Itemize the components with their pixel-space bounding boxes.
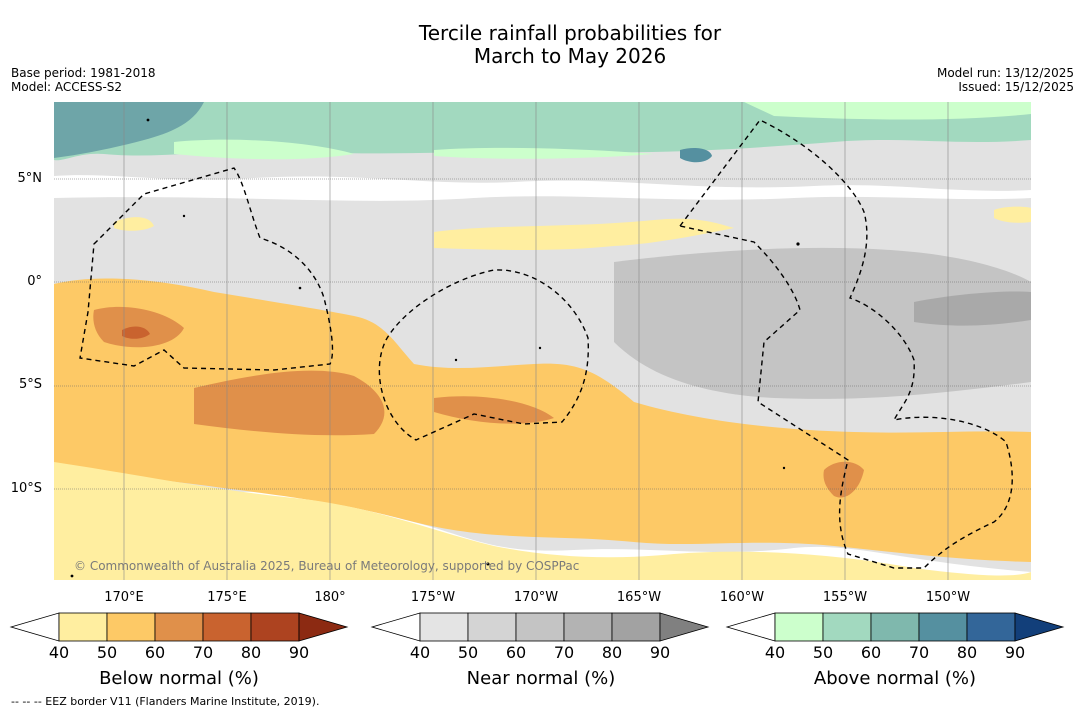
island-dot [782, 466, 786, 470]
islands [70, 118, 800, 578]
colorbar-below-title: Below normal (%) [99, 668, 259, 689]
lat-gridlines [54, 178, 1031, 490]
colorbar-tick-label: 80 [956, 643, 978, 662]
title-line-1: Tercile rainfall probabilities for [418, 21, 722, 45]
colorbar-below [9, 612, 349, 642]
colorbar-tick-label: 90 [288, 643, 310, 662]
colorbar-extend-high [1014, 612, 1065, 642]
colorbar-tick-label: 60 [860, 643, 882, 662]
colorbar-segment [467, 612, 517, 642]
eez-kiribati-phoenix [378, 269, 589, 441]
above-normal-light-zone [174, 102, 1031, 160]
colorbar-tick-label: 70 [192, 643, 214, 662]
colorbar-tick-label: 40 [48, 643, 70, 662]
below-normal-light-zone [54, 206, 1031, 580]
lon-label-160w: 160°W [719, 590, 765, 605]
colorbar-tick-label: 60 [144, 643, 166, 662]
meta-right: Model run: 13/12/2025 Issued: 15/12/2025 [937, 66, 1074, 94]
lon-label-155w: 155°W [822, 590, 868, 605]
map-canvas: © Commonwealth of Australia 2025, Bureau… [54, 102, 1031, 580]
colorbar-segment [515, 612, 565, 642]
map-title: Tercile rainfall probabilities for March… [0, 22, 1085, 68]
colorbar-above-title: Above normal (%) [813, 668, 977, 689]
colorbar-near-title: Near normal (%) [466, 668, 616, 689]
colorbar-tick-label: 90 [649, 643, 671, 662]
eez-borders [79, 119, 1013, 569]
colorbar-segment [154, 612, 204, 642]
eez-kiribati-gilberts [79, 167, 334, 371]
near-normal-darker-zone [914, 291, 1031, 326]
island-dot [454, 358, 458, 362]
colorbar-tick-label: 90 [1004, 643, 1026, 662]
model-run: Model run: 13/12/2025 [936, 66, 1074, 80]
island-dot [146, 118, 150, 122]
copyright-text: © Commonwealth of Australia 2025, Bureau… [74, 559, 579, 573]
colorbar-tick-label: 50 [812, 643, 834, 662]
colorbars [9, 612, 1065, 642]
base-period: Base period: 1981-2018 [11, 66, 156, 80]
colorbar-tick-label: 80 [240, 643, 262, 662]
colorbar-segment [202, 612, 252, 642]
colorbar-segment [58, 612, 108, 642]
colorbar-extend-low [725, 612, 776, 642]
colorbar-tick-label: 50 [457, 643, 479, 662]
island-dot [182, 214, 186, 218]
colorbar-tick-label: 70 [553, 643, 575, 662]
colorbar-segment [918, 612, 968, 642]
colorbar-segment [611, 612, 661, 642]
lon-label-170e: 170°E [104, 590, 144, 605]
island-dot [538, 346, 542, 350]
above-normal-spot [680, 148, 712, 163]
colorbar-segment [563, 612, 613, 642]
colorbar-tick-label: 40 [764, 643, 786, 662]
lat-label-10s: 10°S [10, 481, 42, 496]
colorbar-segment [250, 612, 300, 642]
lon-label-165w: 165°W [616, 590, 662, 605]
lon-label-170w: 170°W [513, 590, 559, 605]
below-normal-strong-zone [93, 306, 865, 498]
lat-label-0: 0° [27, 274, 42, 289]
colorbar-tick-label: 80 [601, 643, 623, 662]
colorbar-tick-label: 60 [505, 643, 527, 662]
lon-label-180: 180° [314, 590, 346, 605]
white-zone-north [54, 175, 1031, 201]
title-line-2: March to May 2026 [473, 44, 667, 68]
colorbar-tick-label: 70 [908, 643, 930, 662]
colorbar-near [370, 612, 710, 642]
lon-label-150w: 150°W [925, 590, 971, 605]
colorbar-segment [966, 612, 1016, 642]
island-dot [796, 242, 800, 246]
colorbar-tick-label: 40 [409, 643, 431, 662]
island-dot [486, 562, 490, 566]
model-name: Model: ACCESS-S2 [11, 80, 123, 94]
issued-date: Issued: 15/12/2025 [958, 80, 1074, 94]
colorbar-segment [774, 612, 824, 642]
colorbar-extend-high [659, 612, 710, 642]
eez-kiribati-line [678, 119, 1013, 569]
above-normal-strong-zone [54, 102, 204, 158]
eez-border-note: -- -- -- EEZ border V11 (Flanders Marine… [11, 695, 320, 708]
lon-gridlines [123, 102, 949, 580]
island-dot [298, 286, 302, 290]
colorbar-segment [870, 612, 920, 642]
lat-label-5s: 5°S [18, 377, 42, 392]
colorbar-tick-label: 50 [96, 643, 118, 662]
lon-label-175w: 175°W [410, 590, 456, 605]
colorbar-extend-low [9, 612, 60, 642]
colorbar-segment [822, 612, 872, 642]
below-normal-peak-zone [122, 326, 150, 339]
lon-label-175e: 175°E [207, 590, 247, 605]
colorbar-extend-low [370, 612, 421, 642]
colorbar-segment [106, 612, 156, 642]
probability-map: © Commonwealth of Australia 2025, Bureau… [54, 102, 1031, 580]
colorbar-segment [419, 612, 469, 642]
island-dot [70, 574, 74, 578]
colorbar-above [725, 612, 1065, 642]
near-normal-dark-zone [614, 247, 1031, 399]
lat-label-5n: 5°N [17, 171, 43, 186]
meta-left: Base period: 1981-2018 Model: ACCESS-S2 [11, 66, 156, 94]
colorbar-extend-high [298, 612, 349, 642]
